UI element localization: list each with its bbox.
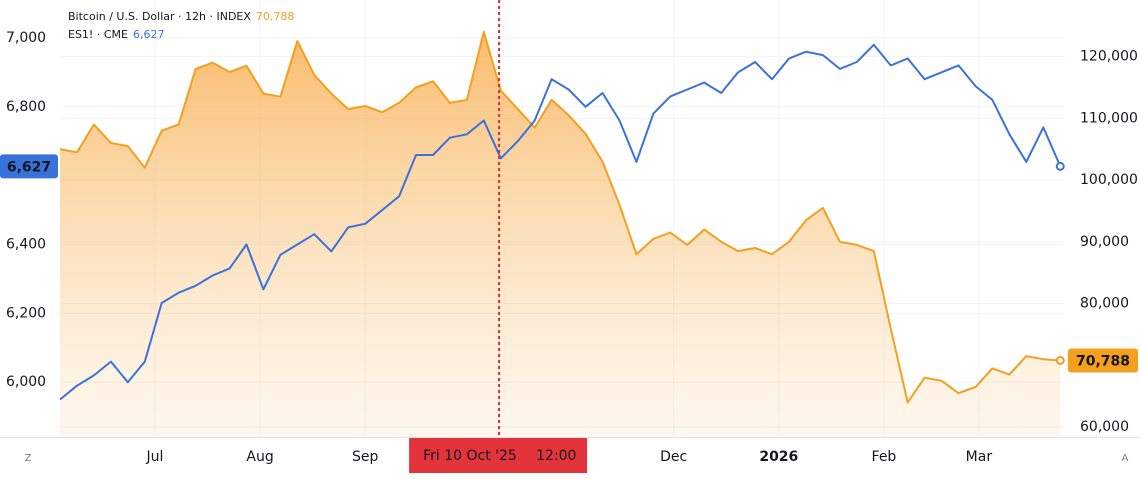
x-tick-label: Sep [352, 449, 379, 465]
x-tick-label: Dec [660, 449, 687, 465]
legend-value: 6,627 [133, 28, 165, 41]
crosshair-date: Fri 10 Oct '25 [423, 448, 517, 464]
y-tick-label: 6,400 [6, 236, 46, 252]
area-fill [60, 31, 1061, 438]
last-value-box [0, 154, 58, 179]
series-line [59, 30, 1061, 404]
series-line [59, 43, 1062, 401]
last-value-label: 70,788 [1076, 353, 1130, 369]
scale-button-label[interactable]: Z [25, 453, 32, 464]
y2-tick-label: 100,000 [1080, 172, 1138, 188]
scale-button[interactable] [1115, 447, 1135, 467]
crosshair-label-box [409, 438, 588, 473]
y2-tick-label: 60,000 [1080, 419, 1129, 435]
legend-entry: Bitcoin / U.S. Dollar · 12h · INDEX 70,78… [68, 10, 294, 23]
y-tick-label: 6,200 [6, 305, 46, 321]
last-value-label: 6,627 [7, 159, 51, 175]
y2-tick-label: 120,000 [1080, 49, 1138, 65]
y-tick-label: 6,800 [6, 99, 46, 115]
y-tick-label: 7,000 [6, 30, 46, 46]
y2-tick-label: 80,000 [1080, 296, 1129, 312]
last-point [1055, 161, 1065, 171]
scale-button[interactable] [18, 447, 38, 467]
x-tick-label: Feb [872, 449, 897, 465]
plot [59, 30, 1065, 438]
x-tick-label: Aug [246, 449, 273, 465]
last-point [1055, 355, 1065, 365]
y-tick-label: 6,000 [6, 374, 46, 390]
last-value-box [1068, 348, 1138, 373]
y2-tick-label: 110,000 [1080, 110, 1138, 126]
legend-entry: ES1! · CME 6,627 [68, 28, 164, 41]
scale-button-label[interactable]: A [1122, 453, 1129, 464]
legend-value: 70,788 [256, 10, 295, 23]
crosshair-time: 12:00 [536, 448, 576, 464]
x-tick-label: 2026 [759, 449, 798, 465]
legend-name: ES1! · CME [68, 28, 128, 41]
legend-name: Bitcoin / U.S. Dollar · 12h · INDEX [68, 10, 251, 23]
x-tick-label: Jul [145, 449, 163, 465]
y2-tick-label: 90,000 [1080, 234, 1129, 250]
x-tick-label: Mar [966, 449, 993, 465]
